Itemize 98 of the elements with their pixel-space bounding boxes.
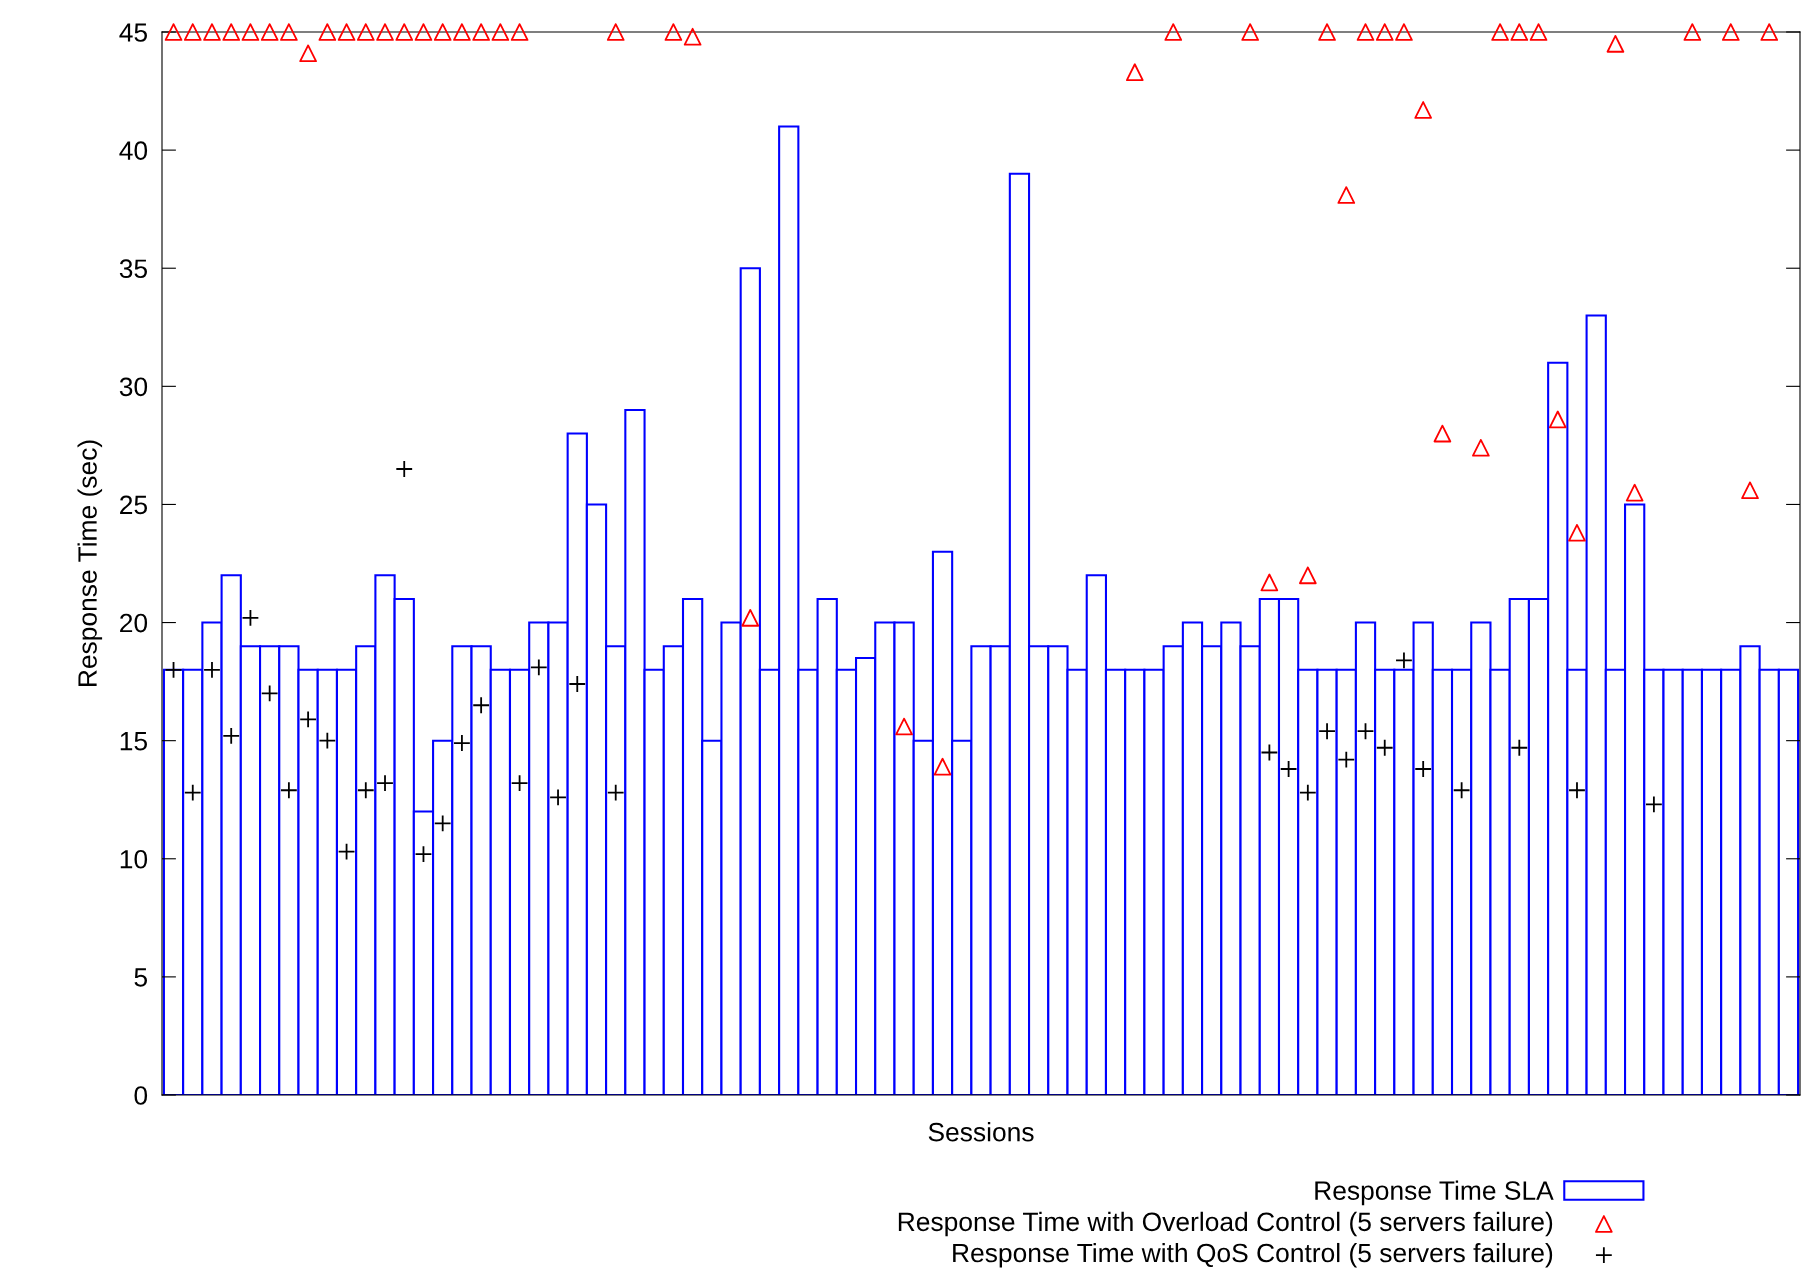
y-tick-label: 15 xyxy=(120,732,148,751)
point xyxy=(1299,783,1317,802)
point xyxy=(260,684,279,703)
point xyxy=(1741,481,1759,500)
point xyxy=(1260,743,1279,762)
point xyxy=(1568,523,1586,542)
point xyxy=(183,783,202,802)
point xyxy=(203,660,221,679)
y-axis-title: Response Time (sec) xyxy=(77,440,103,686)
point xyxy=(1356,722,1375,741)
point xyxy=(376,774,394,793)
point xyxy=(164,660,183,679)
point xyxy=(1472,438,1490,457)
y-tick-label: 0 xyxy=(134,1086,148,1105)
point xyxy=(1510,23,1529,41)
point xyxy=(1645,795,1663,814)
point xyxy=(1683,23,1702,41)
point xyxy=(222,727,241,745)
point xyxy=(280,23,298,41)
point xyxy=(1395,23,1413,41)
point xyxy=(529,658,548,677)
point xyxy=(1375,738,1394,757)
y-tick-label: 5 xyxy=(134,968,148,987)
point xyxy=(1375,23,1394,41)
point xyxy=(414,845,433,863)
point xyxy=(1529,23,1548,41)
point xyxy=(395,460,414,478)
point xyxy=(203,23,221,41)
point xyxy=(472,696,490,715)
y-tick-label: 20 xyxy=(120,613,148,633)
y-tick-label: 30 xyxy=(119,377,148,397)
point xyxy=(895,717,913,736)
point xyxy=(1279,760,1298,778)
point xyxy=(1125,63,1144,81)
point xyxy=(472,23,490,41)
point xyxy=(1356,23,1375,41)
point xyxy=(318,23,337,41)
point xyxy=(1510,738,1529,757)
point xyxy=(356,23,375,41)
point xyxy=(1568,781,1586,800)
point xyxy=(433,814,452,833)
point xyxy=(491,23,510,41)
point xyxy=(1299,566,1317,585)
point xyxy=(1337,186,1356,204)
point xyxy=(299,710,317,729)
point xyxy=(1433,424,1452,443)
point xyxy=(337,842,356,861)
point xyxy=(1606,34,1625,53)
point xyxy=(1491,23,1509,41)
y-tick-label: 25 xyxy=(120,495,148,515)
point xyxy=(683,27,702,46)
point xyxy=(1318,23,1336,41)
point xyxy=(1721,23,1740,41)
point xyxy=(1318,722,1336,741)
point xyxy=(376,23,394,41)
point xyxy=(510,23,529,41)
point xyxy=(1760,23,1779,41)
point xyxy=(222,23,241,41)
point xyxy=(395,23,414,41)
point xyxy=(414,23,433,41)
point xyxy=(318,731,337,750)
point xyxy=(1414,760,1433,778)
legend-label: Response Time SLA xyxy=(1315,1180,1554,1206)
y-tick-label: 10 xyxy=(120,849,148,869)
point xyxy=(183,23,202,41)
point xyxy=(280,781,298,800)
point xyxy=(549,788,567,807)
point xyxy=(1260,573,1279,592)
point xyxy=(1414,101,1433,119)
point xyxy=(510,774,529,793)
point xyxy=(299,44,317,63)
point xyxy=(1395,651,1413,670)
point xyxy=(1164,23,1183,41)
point xyxy=(1548,410,1567,429)
legend-label: Response Time with Overload Control (5 servers failure) xyxy=(898,1211,1553,1237)
point xyxy=(260,23,279,41)
point xyxy=(606,23,625,41)
point xyxy=(356,781,375,800)
point xyxy=(337,23,356,41)
x-axis-title: Sessions xyxy=(928,1122,1034,1142)
y-tick-label: 40 xyxy=(119,141,148,160)
point xyxy=(1452,781,1471,800)
point xyxy=(453,23,471,41)
point xyxy=(241,23,260,41)
point xyxy=(241,609,260,627)
y-tick-label: 35 xyxy=(119,259,148,279)
point xyxy=(568,675,587,693)
y-tick-label: 45 xyxy=(119,23,148,42)
point xyxy=(664,23,683,41)
point xyxy=(933,757,952,776)
point xyxy=(741,609,760,627)
point xyxy=(606,783,625,802)
point xyxy=(1337,750,1356,769)
legend-label: Response Time with QoS Control (5 servers failure) xyxy=(953,1242,1553,1268)
point xyxy=(453,734,471,752)
point xyxy=(433,23,452,41)
point xyxy=(1625,483,1644,502)
point xyxy=(1241,23,1259,41)
